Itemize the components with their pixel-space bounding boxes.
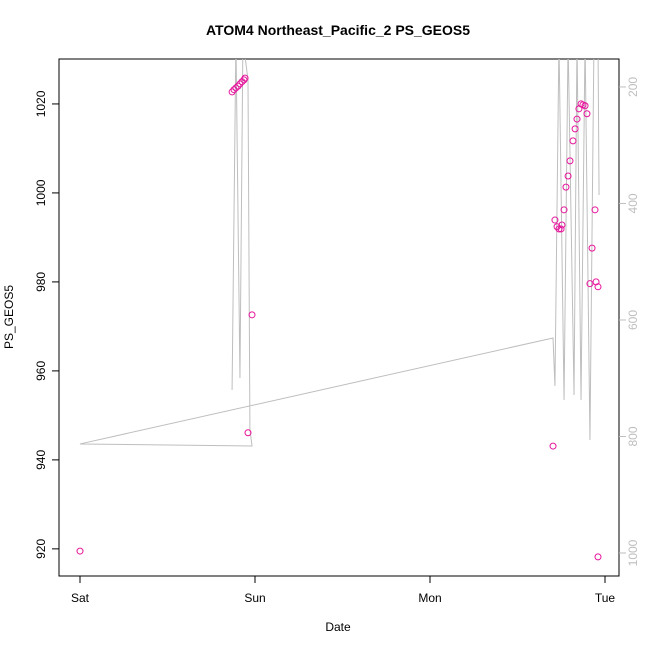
x-tick-label: Sat [71,591,90,605]
y-tick-label: 980 [34,272,48,292]
point [591,206,599,214]
y2-tick-label: 200 [626,77,640,97]
point [551,216,559,224]
point [566,157,574,165]
y-tick-label: 960 [34,361,48,381]
point [230,86,238,94]
point [560,206,568,214]
point [588,244,596,252]
x-tick-label: Tue [595,591,616,605]
x-tick-label: Sun [244,591,265,605]
point [244,429,252,437]
point [583,110,591,118]
plot-area [76,59,602,561]
point [234,82,242,90]
point [569,137,577,145]
x-axis-title: Date [325,620,351,634]
y2-tick-label: 400 [626,193,640,213]
point [581,102,589,110]
point [549,442,557,450]
point [557,225,565,233]
point [241,74,249,82]
point [240,76,248,84]
point [564,172,572,180]
y-tick-label: 1000 [34,179,48,206]
y-tick-label: 920 [34,539,48,559]
y-tick-label: 940 [34,450,48,470]
point [573,115,581,123]
y-tick-label: 1020 [34,90,48,117]
point [236,80,244,88]
point [571,125,579,133]
point [248,311,256,319]
x-tick-label: Mon [418,591,441,605]
chart-title: ATOM4 Northeast_Pacific_2 PS_GEOS5 [206,22,470,38]
y2-tick-label: 600 [626,310,640,330]
point [586,280,594,288]
y2-tick-label: 1000 [626,539,640,566]
y2-tick-label: 800 [626,426,640,446]
series-line [79,59,600,447]
point [553,223,561,231]
point [558,221,566,229]
point [76,547,84,555]
point [562,183,570,191]
plot-frame [58,58,620,577]
point [594,553,602,561]
point [228,88,236,96]
y-axis-title: PS_GEOS5 [2,285,16,349]
point [594,283,602,291]
point [232,84,240,92]
